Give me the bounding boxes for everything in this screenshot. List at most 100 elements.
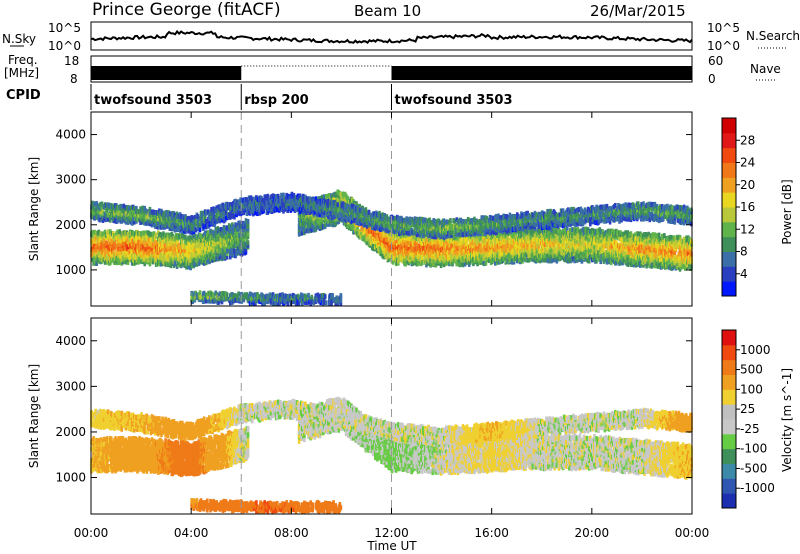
heat-cell-1483 bbox=[243, 226, 247, 232]
heat-cell-4528 bbox=[599, 259, 603, 265]
heat-cell-1330 bbox=[228, 254, 232, 260]
heat-cell-1744 bbox=[318, 223, 322, 229]
heat-cell-2971 bbox=[442, 241, 446, 247]
heat-cell-291 bbox=[122, 250, 126, 256]
heat-cell-3433 bbox=[489, 254, 493, 260]
heat-cell-1022 bbox=[195, 243, 199, 249]
heat-cell-3254 bbox=[472, 261, 475, 267]
heat-cell-903 bbox=[182, 233, 185, 239]
freq-block-2 bbox=[391, 66, 692, 80]
heat-cell-495 bbox=[142, 252, 145, 258]
freq-left-tick-bottom: 8 bbox=[70, 72, 78, 86]
heat-cell-207 bbox=[113, 239, 116, 245]
heat-cell-2034 bbox=[350, 222, 353, 228]
heat-cell-2126 bbox=[358, 203, 361, 209]
heat-cell-2349 bbox=[381, 241, 384, 247]
heat-cell-3605 bbox=[506, 234, 510, 240]
heat-cell-3371 bbox=[482, 234, 486, 240]
heat-cell-1285 bbox=[223, 238, 227, 244]
heat-cell-1811 bbox=[324, 193, 328, 199]
cpid-segment-label-2: twofsound 3503 bbox=[395, 93, 513, 108]
heat-cell-1531 bbox=[298, 225, 302, 231]
heat-cell-4297 bbox=[576, 245, 580, 251]
heat-cell-923 bbox=[184, 234, 187, 240]
nave-label: Nave bbox=[750, 62, 781, 76]
heat-cell-103 bbox=[101, 248, 105, 254]
beam-title: Beam 10 bbox=[354, 2, 421, 20]
noise-right-tick-bottom: 10^0 bbox=[707, 39, 740, 53]
heat-cell-340 bbox=[126, 232, 130, 238]
heat-cell-4284 bbox=[575, 251, 579, 257]
heat-cell-4304 bbox=[576, 226, 580, 232]
heat-cell-246 bbox=[118, 258, 121, 264]
heat-cell-3044 bbox=[451, 243, 454, 249]
heat-cell-3170 bbox=[463, 261, 467, 267]
noise-panel-frame bbox=[90, 21, 693, 51]
heat-cell-306 bbox=[123, 237, 127, 243]
heat-cell-2553 bbox=[402, 244, 405, 250]
heat-cell-3414 bbox=[486, 233, 490, 239]
heat-cell-908 bbox=[183, 254, 186, 260]
heat-cell-3230 bbox=[468, 239, 472, 245]
heat-cell-4206 bbox=[567, 230, 570, 236]
heat-cell-763 bbox=[168, 236, 172, 242]
heat-cell-924 bbox=[185, 264, 188, 270]
heat-cell-2228 bbox=[368, 233, 372, 239]
heat-cell-3871 bbox=[532, 237, 536, 243]
heat-cell-3896 bbox=[535, 248, 539, 254]
heat-cell-814 bbox=[173, 260, 177, 266]
heat-cell-4613 bbox=[607, 250, 611, 256]
heat-cell-1373 bbox=[233, 248, 236, 254]
heat-cell-4095 bbox=[556, 248, 560, 254]
heat-cell-4551 bbox=[601, 252, 605, 258]
heat-cell-4562 bbox=[602, 245, 606, 251]
heat-cell-3041 bbox=[451, 261, 454, 267]
heat-cell-2622 bbox=[408, 239, 412, 245]
heat-cell-1792 bbox=[322, 194, 326, 200]
heat-cell-3728 bbox=[519, 244, 522, 250]
heat-cell-42 bbox=[95, 260, 99, 266]
heat-cell-234 bbox=[116, 229, 119, 235]
heat-cell-978 bbox=[191, 253, 195, 259]
heat-cell-3034 bbox=[450, 251, 453, 257]
heat-cell-3583 bbox=[504, 244, 508, 250]
heat-cell-267 bbox=[119, 234, 123, 240]
freq-block-0 bbox=[91, 66, 242, 80]
freq-right-tick-bottom: 0 bbox=[708, 72, 716, 86]
heat-cell-262 bbox=[119, 243, 123, 249]
heat-cell-3405 bbox=[486, 254, 490, 260]
heat-cell-3914 bbox=[537, 244, 541, 250]
heat-cell-4416 bbox=[587, 258, 591, 264]
heat-cell-1037 bbox=[197, 249, 201, 255]
heat-cell-74 bbox=[98, 246, 102, 252]
heat-cell-3995 bbox=[546, 248, 549, 254]
heat-cell-4252 bbox=[571, 227, 574, 233]
noise-right-label: N.Search bbox=[746, 29, 800, 43]
heat-cell-518 bbox=[144, 247, 148, 253]
heat-cell-1167 bbox=[210, 232, 213, 238]
heat-cell-1220 bbox=[216, 244, 220, 250]
heat-cell-2744 bbox=[420, 254, 424, 260]
heat-cell-2332 bbox=[379, 232, 382, 238]
heat-cell-1636 bbox=[309, 223, 312, 229]
heat-cell-3200 bbox=[465, 238, 469, 244]
heat-cell-2405 bbox=[386, 231, 390, 237]
power-heatmap bbox=[90, 112, 693, 307]
heat-cell-4441 bbox=[590, 232, 593, 238]
heat-cell-3939 bbox=[539, 228, 543, 234]
heat-cell-2420 bbox=[388, 241, 392, 247]
heat-cell-3445 bbox=[490, 241, 494, 247]
heat-cell-208 bbox=[113, 236, 116, 242]
heat-cell-1128 bbox=[206, 232, 209, 238]
heat-cell-1557 bbox=[302, 227, 305, 233]
heat-cell-3839 bbox=[529, 235, 533, 241]
heat-cell-374 bbox=[130, 252, 134, 258]
heat-cell-34 bbox=[93, 232, 96, 238]
heat-cell-192 bbox=[112, 250, 115, 256]
heat-cell-939 bbox=[187, 264, 190, 270]
heat-cell-3199 bbox=[465, 241, 469, 247]
heat-cell-35 bbox=[93, 229, 96, 235]
heat-cell-1304 bbox=[225, 251, 229, 257]
heat-cell-1646 bbox=[310, 227, 313, 233]
